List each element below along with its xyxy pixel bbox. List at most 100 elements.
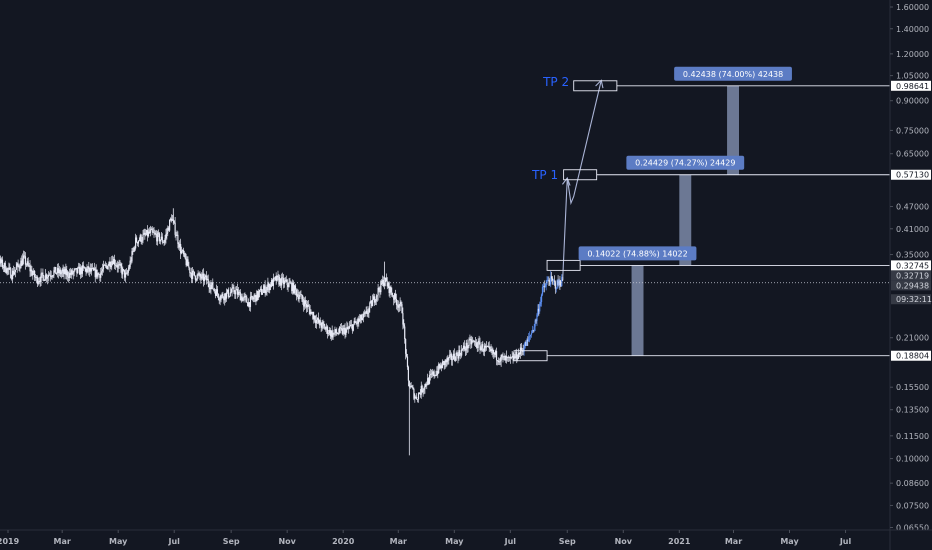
range-label-box (578, 246, 697, 261)
candle-body (401, 304, 403, 314)
candle-body (53, 270, 55, 276)
candle-body (106, 265, 108, 269)
candle-body (148, 231, 151, 233)
candle-body (284, 280, 286, 282)
candle-body (196, 274, 198, 280)
candle-body (385, 277, 387, 282)
candle-body (365, 310, 367, 313)
candle-body (421, 385, 423, 392)
candle-body (501, 355, 503, 357)
candle-body (260, 288, 263, 295)
price-tick-label: 0.90000 (896, 97, 929, 106)
candle-body (250, 296, 252, 297)
candle-body (239, 292, 241, 301)
candle-body (265, 290, 267, 294)
candle-body (113, 259, 115, 265)
candle-body (423, 388, 425, 391)
candle-body (340, 328, 342, 329)
candle-body (95, 269, 97, 278)
time-tick-label: Nov (278, 537, 296, 546)
price-tick-label: 0.10000 (896, 455, 929, 464)
candle-body (315, 319, 318, 324)
candle-body (35, 277, 38, 278)
candle-body (97, 273, 99, 277)
candle-body (379, 290, 381, 293)
candle-body (316, 318, 319, 320)
candle-body (331, 330, 333, 338)
candle-body (436, 371, 438, 376)
candle-body (552, 280, 555, 282)
time-tick-label: Jul (504, 537, 517, 546)
candle-body (125, 272, 128, 274)
level-box (573, 80, 618, 92)
candle-body (481, 344, 483, 348)
candle-body (333, 332, 335, 334)
candle-body (191, 272, 193, 279)
candle-body (371, 300, 373, 307)
candle-body (152, 231, 154, 233)
candle-body (430, 373, 432, 375)
candle-body (509, 356, 511, 359)
candle-body (233, 287, 235, 293)
candle-body (57, 268, 60, 274)
candle-body (24, 256, 27, 265)
candle-body (431, 373, 433, 375)
candle-body (515, 351, 517, 358)
candle-body (483, 351, 485, 352)
price-tag-box (891, 350, 931, 361)
candle-body (432, 371, 434, 375)
range-label-box (626, 155, 745, 170)
candle-body (539, 303, 541, 312)
candle-body (277, 275, 279, 277)
plot-area[interactable]: TP 1 TP 2 0.14022 (74.88%) 14022 0.24429 (7… (0, 66, 890, 456)
candle-body (191, 270, 194, 279)
price-tick-label: 0.11500 (896, 432, 929, 441)
price-tick-label: 0.41000 (896, 225, 929, 234)
candle-body (15, 267, 17, 270)
time-axis[interactable]: 2019 Mar May Jul Sep Nov 2020 Mar May Jul Sep Nov 20… (0, 529, 932, 546)
candle-body (335, 329, 337, 333)
candle-body (39, 280, 41, 283)
candle-body (490, 348, 492, 352)
price-tag-label: 0.29438 (896, 281, 929, 290)
candle-body (86, 268, 88, 273)
projection-arrowhead (595, 79, 604, 89)
candle-body (506, 356, 508, 358)
candle-body (23, 255, 26, 257)
candle-body (34, 277, 37, 279)
candle-body (448, 357, 450, 361)
candle-body (484, 345, 487, 348)
candle-body (34, 270, 36, 278)
candle-body (100, 272, 102, 278)
candle-body (46, 277, 49, 279)
candle-body (146, 230, 149, 237)
annotation-labels-layer: TP 1 TP 2 0.14022 (74.88%) 14022 0.24429 (7… (531, 66, 792, 261)
candle-body (486, 346, 488, 348)
time-tick-label: Jul (168, 537, 181, 546)
candle-body (5, 271, 7, 273)
candle-body (327, 333, 330, 335)
candle-body (3, 263, 5, 268)
candle-body (339, 327, 342, 329)
candle-body (189, 267, 191, 274)
price-axis[interactable]: 1.60000 1.40000 1.20000 1.05000 0.90000 0.750… (889, 0, 932, 550)
candle-body (45, 274, 47, 280)
candle-body (300, 294, 302, 296)
candle-body (68, 276, 70, 278)
candle-body (36, 277, 38, 284)
candle-body (272, 277, 275, 286)
candle-body (342, 328, 344, 334)
candle-body (129, 260, 131, 268)
candle-body (17, 263, 19, 266)
candle-body (274, 276, 276, 278)
candle-body (254, 295, 256, 298)
candle-body (259, 288, 262, 290)
candle-body (370, 300, 372, 303)
candle-body (361, 317, 364, 320)
candle-body (353, 320, 355, 325)
candle-body (261, 292, 263, 295)
candle-body (447, 358, 449, 361)
